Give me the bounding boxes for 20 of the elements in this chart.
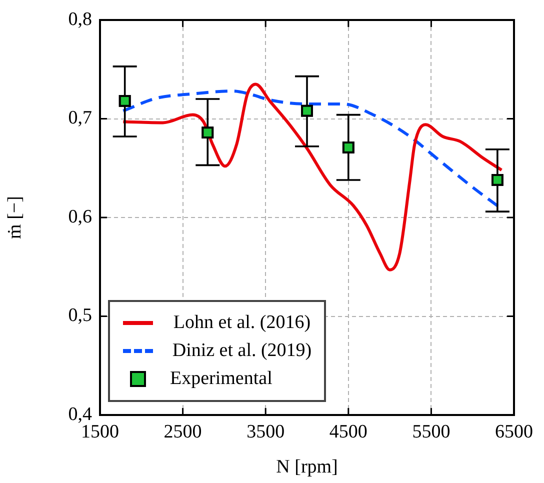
point — [118, 95, 131, 107]
line-series — [122, 82, 504, 272]
point — [301, 104, 313, 117]
legend-label: Lohn et al. (2016) — [172, 311, 312, 335]
y-tick-label: 0,6 — [68, 206, 92, 228]
x-axis-title: N [rpm] — [276, 456, 338, 478]
x-tick-label: 6500 — [495, 421, 533, 442]
legend-label: Diniz et al. (2019) — [171, 339, 313, 363]
point — [342, 141, 354, 154]
x-tick-label: 5500 — [412, 421, 450, 442]
y-tick-label: 0,5 — [68, 305, 92, 326]
y-tick-label: 0,8 — [68, 8, 92, 30]
x-tick-label: 4500 — [329, 421, 368, 442]
x-tick-label: 2500 — [164, 421, 202, 442]
point — [202, 126, 214, 139]
legend-label: Experimental — [169, 367, 274, 391]
x-tick-label: 3500 — [246, 421, 285, 442]
point — [491, 174, 504, 186]
y-tick-label: 0,7 — [68, 108, 92, 129]
y-axis-title: ṁ [−] — [4, 196, 26, 239]
